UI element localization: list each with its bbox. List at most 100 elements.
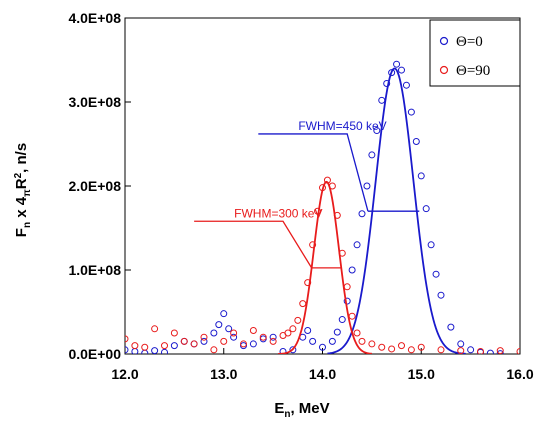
y-tick-label: 4.0E+08 (68, 10, 121, 26)
series-0 (125, 60, 504, 354)
data-point-0 (333, 328, 341, 336)
data-point-0 (309, 337, 317, 345)
fit-line-90 (278, 180, 372, 354)
data-point-90 (516, 347, 520, 354)
data-point-0 (427, 241, 435, 249)
data-point-90 (190, 340, 198, 348)
data-point-90 (457, 347, 465, 354)
data-point-0 (363, 182, 371, 190)
data-point-90 (358, 337, 366, 345)
fit-line-0 (327, 67, 466, 354)
data-point-0 (457, 340, 465, 348)
data-point-0 (412, 137, 420, 145)
data-point-90 (284, 329, 292, 337)
data-point-0 (353, 241, 361, 249)
x-axis-title: En, MeV (274, 400, 329, 420)
y-axis-title: Fn x 4πR2, n/s (13, 143, 33, 237)
data-point-0 (348, 266, 356, 274)
data-point-0 (467, 346, 475, 354)
y-tick-label: 3.0E+08 (68, 94, 121, 110)
data-point-90 (141, 343, 149, 351)
data-point-0 (437, 291, 445, 299)
data-point-90 (323, 176, 331, 184)
data-point-0 (447, 323, 455, 331)
data-point-90 (338, 249, 346, 257)
legend-marker-theta-0 (439, 36, 449, 46)
data-point-0 (432, 270, 440, 278)
data-point-0 (383, 80, 391, 88)
data-point-0 (269, 333, 277, 341)
legend-marker-theta-90 (439, 65, 449, 75)
data-point-90 (368, 340, 376, 348)
fwhm-label: FWHM=300 keV (234, 206, 322, 220)
data-point-90 (477, 347, 484, 354)
x-tick-label: 16.0 (506, 366, 533, 382)
data-point-0 (220, 310, 228, 318)
data-point-90 (299, 300, 307, 308)
data-point-0 (393, 60, 401, 68)
data-point-90 (161, 342, 168, 350)
data-point-0 (151, 347, 159, 354)
data-point-0 (141, 349, 149, 354)
data-point-90 (348, 312, 356, 320)
data-point-90 (240, 340, 247, 348)
x-tick-label: 14.0 (309, 366, 336, 382)
data-point-0 (338, 316, 346, 324)
data-point-90 (398, 342, 405, 350)
data-point-0 (378, 96, 386, 104)
data-point-90 (437, 346, 445, 354)
data-point-0 (304, 326, 312, 334)
series-90 (125, 176, 520, 354)
data-point-0 (125, 346, 129, 354)
data-point-0 (200, 337, 208, 345)
data-point-90 (170, 329, 178, 337)
data-point-90 (378, 343, 386, 351)
data-point-0 (161, 348, 168, 354)
data-point-0 (210, 329, 218, 337)
data-point-0 (225, 325, 233, 333)
fwhm-label: FWHM=450 keV (298, 119, 386, 133)
data-point-90 (200, 333, 208, 341)
data-point-90 (314, 207, 322, 215)
fwhm-leader-line (258, 133, 369, 212)
data-point-90 (294, 316, 302, 324)
data-point-90 (319, 184, 326, 192)
data-point-90 (151, 325, 159, 333)
fwhm-leader-line (194, 220, 313, 269)
data-point-0 (343, 297, 351, 305)
data-point-90 (180, 337, 188, 345)
data-point-90 (259, 333, 267, 341)
data-point-90 (333, 211, 341, 219)
data-point-0 (170, 342, 178, 350)
data-point-0 (249, 340, 257, 348)
data-point-90 (328, 182, 336, 190)
data-point-90 (269, 337, 277, 345)
data-point-0 (230, 333, 238, 341)
x-tick-label: 15.0 (408, 366, 435, 382)
y-tick-label: 2.0E+08 (68, 178, 121, 194)
data-point-0 (358, 210, 366, 218)
legend-box (429, 19, 521, 87)
data-point-90 (131, 342, 139, 350)
data-point-0 (279, 347, 287, 354)
data-point-90 (496, 347, 504, 354)
data-point-0 (407, 108, 415, 116)
y-tick-label: 1.0E+08 (68, 262, 121, 278)
data-point-0 (328, 337, 336, 345)
data-point-0 (319, 343, 326, 351)
data-point-90 (309, 241, 317, 249)
data-point-90 (304, 279, 312, 287)
data-point-90 (230, 329, 238, 337)
legend-label-theta-90: Θ=90 (456, 63, 490, 79)
legend-label-theta-0: Θ=0 (456, 34, 483, 50)
x-tick-label: 13.0 (210, 366, 237, 382)
data-point-90 (249, 326, 257, 334)
data-point-0 (373, 127, 381, 135)
data-point-90 (210, 346, 218, 354)
data-point-90 (220, 337, 228, 345)
data-point-90 (125, 335, 129, 343)
data-point-90 (289, 325, 297, 333)
legend: Θ=0 Θ=90 (429, 19, 521, 87)
data-point-0 (289, 346, 297, 354)
